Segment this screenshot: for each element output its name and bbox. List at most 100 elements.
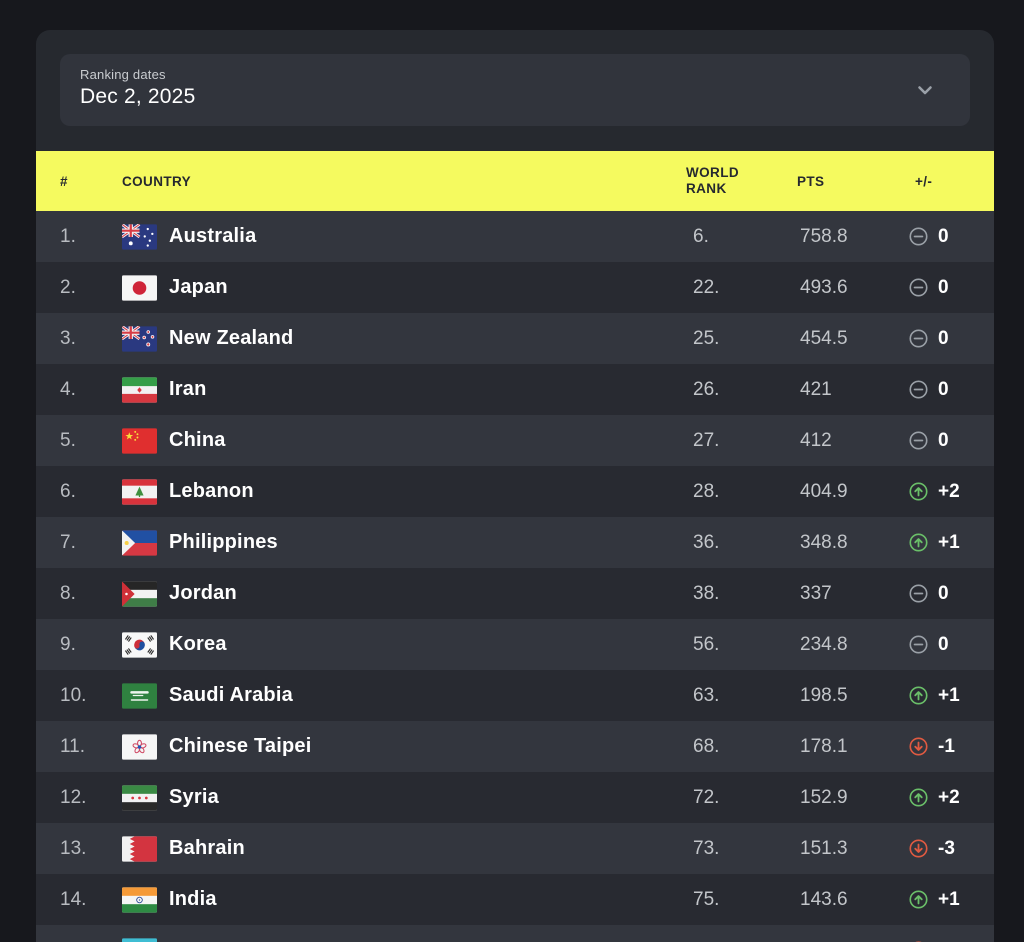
trend-up-icon bbox=[908, 481, 929, 502]
row-change: 0 bbox=[938, 633, 949, 655]
table-row[interactable]: 10. Saudi Arabia 63. 198.5 +1 bbox=[36, 670, 994, 721]
ph-flag-icon bbox=[122, 529, 157, 556]
row-country: New Zealand bbox=[122, 325, 660, 352]
table-row[interactable]: 6. Lebanon 28. 404.9 +2 bbox=[36, 466, 994, 517]
row-rank: 4. bbox=[60, 378, 76, 400]
trend-same-icon bbox=[908, 583, 929, 604]
row-country: Iran bbox=[122, 376, 660, 403]
trend-same-icon bbox=[908, 430, 929, 451]
row-change-cell: +1 bbox=[860, 685, 994, 707]
row-world-rank: 27. bbox=[693, 429, 720, 451]
row-change-cell: +2 bbox=[860, 787, 994, 809]
row-pts: 493.6 bbox=[800, 276, 848, 298]
table-row[interactable]: 11. Chinese Taipei 68. 178.1 -1 bbox=[36, 721, 994, 772]
ranking-dates-select[interactable]: Ranking dates Dec 2, 2025 bbox=[60, 54, 970, 126]
row-change: 0 bbox=[938, 429, 949, 451]
chevron-down-icon bbox=[918, 86, 932, 95]
row-world-rank: 68. bbox=[693, 735, 720, 757]
row-country: Syria bbox=[122, 784, 660, 811]
row-pts: 758.8 bbox=[800, 225, 848, 247]
row-country: Philippines bbox=[122, 529, 660, 556]
au-flag-icon bbox=[122, 223, 157, 250]
country-name: Bahrain bbox=[169, 837, 245, 859]
trend-same-icon bbox=[908, 226, 929, 247]
row-world-rank: 28. bbox=[693, 480, 720, 502]
ranking-table-body: 1. Australia 6. 758.8 0 2. Japan 22. 493… bbox=[36, 211, 994, 942]
cn-flag-icon bbox=[122, 427, 157, 454]
row-rank: 2. bbox=[60, 276, 76, 298]
rankings-card: Ranking dates Dec 2, 2025 # COUNTRY WORL… bbox=[36, 30, 994, 942]
table-row[interactable]: 13. Bahrain 73. 151.3 -3 bbox=[36, 823, 994, 874]
row-change: +1 bbox=[938, 888, 960, 910]
header-country: COUNTRY bbox=[122, 173, 192, 189]
country-name: Philippines bbox=[169, 531, 278, 553]
country-name: China bbox=[169, 429, 226, 451]
row-world-rank: 26. bbox=[693, 378, 720, 400]
row-country: Korea bbox=[122, 631, 660, 658]
row-country: China bbox=[122, 427, 660, 454]
row-rank: 14. bbox=[60, 888, 87, 910]
row-rank: 12. bbox=[60, 786, 87, 808]
table-row[interactable]: 9. Korea 56. 234.8 0 bbox=[36, 619, 994, 670]
row-world-rank: 22. bbox=[693, 276, 720, 298]
row-world-rank: 72. bbox=[693, 786, 720, 808]
row-pts: 151.3 bbox=[800, 837, 848, 859]
row-pts: 348.8 bbox=[800, 531, 848, 553]
table-row[interactable]: 3. New Zealand 25. 454.5 0 bbox=[36, 313, 994, 364]
table-row[interactable]: 7. Philippines 36. 348.8 +1 bbox=[36, 517, 994, 568]
row-change-cell: 0 bbox=[860, 634, 994, 656]
table-row[interactable]: 1. Australia 6. 758.8 0 bbox=[36, 211, 994, 262]
row-change: -3 bbox=[938, 837, 955, 859]
table-row[interactable]: 2. Japan 22. 493.6 0 bbox=[36, 262, 994, 313]
row-rank: 10. bbox=[60, 684, 87, 706]
trend-down-icon bbox=[908, 736, 929, 757]
row-country: Japan bbox=[122, 274, 660, 301]
row-country: Bahrain bbox=[122, 835, 660, 862]
trend-up-icon bbox=[908, 685, 929, 706]
country-name: Saudi Arabia bbox=[169, 684, 293, 706]
row-country: Australia bbox=[122, 223, 660, 250]
row-world-rank: 6. bbox=[693, 225, 709, 247]
row-world-rank: 25. bbox=[693, 327, 720, 349]
nz-flag-icon bbox=[122, 325, 157, 352]
row-change-cell: 0 bbox=[860, 430, 994, 452]
row-rank: 13. bbox=[60, 837, 87, 859]
table-row[interactable]: 12. Syria 72. 152.9 +2 bbox=[36, 772, 994, 823]
jo-flag-icon bbox=[122, 580, 157, 607]
sy-flag-icon bbox=[122, 784, 157, 811]
row-change-cell: 0 bbox=[860, 328, 994, 350]
country-name: Chinese Taipei bbox=[169, 735, 312, 757]
trend-up-icon bbox=[908, 532, 929, 553]
table-row[interactable]: 4. Iran 26. 421 0 bbox=[36, 364, 994, 415]
row-change-cell: 0 bbox=[860, 379, 994, 401]
bh-flag-icon bbox=[122, 835, 157, 862]
table-row[interactable]: 5. China 27. 412 0 bbox=[36, 415, 994, 466]
table-row[interactable] bbox=[36, 925, 994, 942]
row-country: Jordan bbox=[122, 580, 660, 607]
trend-down-icon bbox=[908, 838, 929, 859]
row-change: 0 bbox=[938, 327, 949, 349]
table-row[interactable]: 8. Jordan 38. 337 0 bbox=[36, 568, 994, 619]
row-rank: 9. bbox=[60, 633, 76, 655]
row-pts: 143.6 bbox=[800, 888, 848, 910]
row-change: 0 bbox=[938, 378, 949, 400]
row-country bbox=[122, 937, 660, 942]
row-pts: 178.1 bbox=[800, 735, 848, 757]
country-name: New Zealand bbox=[169, 327, 294, 349]
row-world-rank: 73. bbox=[693, 837, 720, 859]
header-change: +/- bbox=[915, 173, 933, 189]
row-rank: 1. bbox=[60, 225, 76, 247]
table-header-row: # COUNTRY WORLD RANK PTS +/- bbox=[36, 151, 994, 211]
header-world-rank: WORLD RANK bbox=[686, 165, 739, 196]
sa-flag-icon bbox=[122, 682, 157, 709]
row-pts: 234.8 bbox=[800, 633, 848, 655]
row-country: Lebanon bbox=[122, 478, 660, 505]
trend-same-icon bbox=[908, 277, 929, 298]
row-change-cell: +1 bbox=[860, 889, 994, 911]
trend-same-icon bbox=[908, 379, 929, 400]
row-change-cell: +1 bbox=[860, 532, 994, 554]
row-change-cell: 0 bbox=[860, 583, 994, 605]
table-row[interactable]: 14. India 75. 143.6 +1 bbox=[36, 874, 994, 925]
row-pts: 454.5 bbox=[800, 327, 848, 349]
row-change: -1 bbox=[938, 735, 955, 757]
